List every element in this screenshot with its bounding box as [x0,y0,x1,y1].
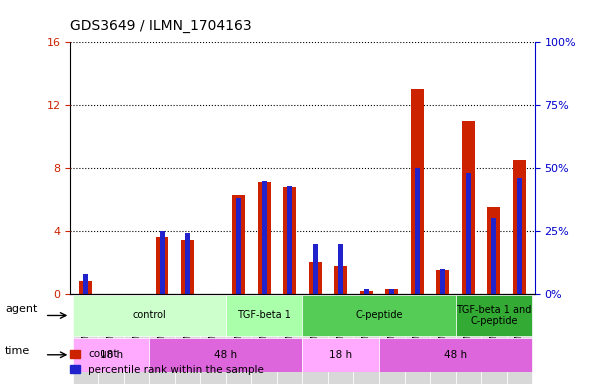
Bar [73,338,149,372]
Bar [79,281,92,294]
Bar [491,218,496,294]
FancyBboxPatch shape [277,294,302,384]
Bar [488,207,500,294]
FancyBboxPatch shape [200,294,226,384]
Bar [226,295,302,336]
FancyBboxPatch shape [226,294,251,384]
Bar [302,338,379,372]
Text: control: control [133,311,166,321]
Bar [462,121,475,294]
Bar [379,338,532,372]
Bar [232,195,245,294]
Bar [73,295,226,336]
Bar [415,168,420,294]
Bar [159,231,165,294]
Bar [313,243,318,294]
FancyBboxPatch shape [124,294,149,384]
Text: 48 h: 48 h [444,350,467,360]
Bar [302,295,456,336]
FancyBboxPatch shape [328,294,354,384]
Legend: count, percentile rank within the sample: count, percentile rank within the sample [67,345,268,379]
Text: agent: agent [5,304,37,314]
Bar [156,237,169,294]
FancyBboxPatch shape [430,294,456,384]
FancyBboxPatch shape [379,294,404,384]
Bar [83,274,88,294]
Bar [466,173,471,294]
Bar [389,289,394,294]
Text: time: time [5,346,30,356]
Text: 18 h: 18 h [100,350,123,360]
FancyBboxPatch shape [251,294,277,384]
Bar [262,180,267,294]
Text: 48 h: 48 h [214,350,238,360]
FancyBboxPatch shape [149,294,175,384]
Bar [149,338,302,372]
Bar [236,198,241,294]
Text: C-peptide: C-peptide [355,311,403,321]
FancyBboxPatch shape [456,294,481,384]
FancyBboxPatch shape [481,294,507,384]
Bar [258,182,271,294]
Bar [338,243,343,294]
Text: GDS3649 / ILMN_1704163: GDS3649 / ILMN_1704163 [70,19,252,33]
Bar [309,262,321,294]
Bar [360,291,373,294]
Bar [334,266,347,294]
Text: TGF-beta 1 and
C-peptide: TGF-beta 1 and C-peptide [456,305,532,326]
FancyBboxPatch shape [507,294,532,384]
Bar [364,289,369,294]
FancyBboxPatch shape [404,294,430,384]
Bar [386,289,398,294]
FancyBboxPatch shape [354,294,379,384]
Bar [287,185,292,294]
FancyBboxPatch shape [302,294,328,384]
Bar [517,178,522,294]
Bar [181,240,194,294]
Bar [513,160,525,294]
FancyBboxPatch shape [98,294,124,384]
Bar [185,233,190,294]
FancyBboxPatch shape [175,294,200,384]
Text: TGF-beta 1: TGF-beta 1 [237,311,291,321]
Bar [411,89,423,294]
FancyBboxPatch shape [73,294,98,384]
Text: 18 h: 18 h [329,350,353,360]
Bar [456,295,532,336]
Bar [436,270,449,294]
Bar [284,187,296,294]
Bar [440,269,445,294]
